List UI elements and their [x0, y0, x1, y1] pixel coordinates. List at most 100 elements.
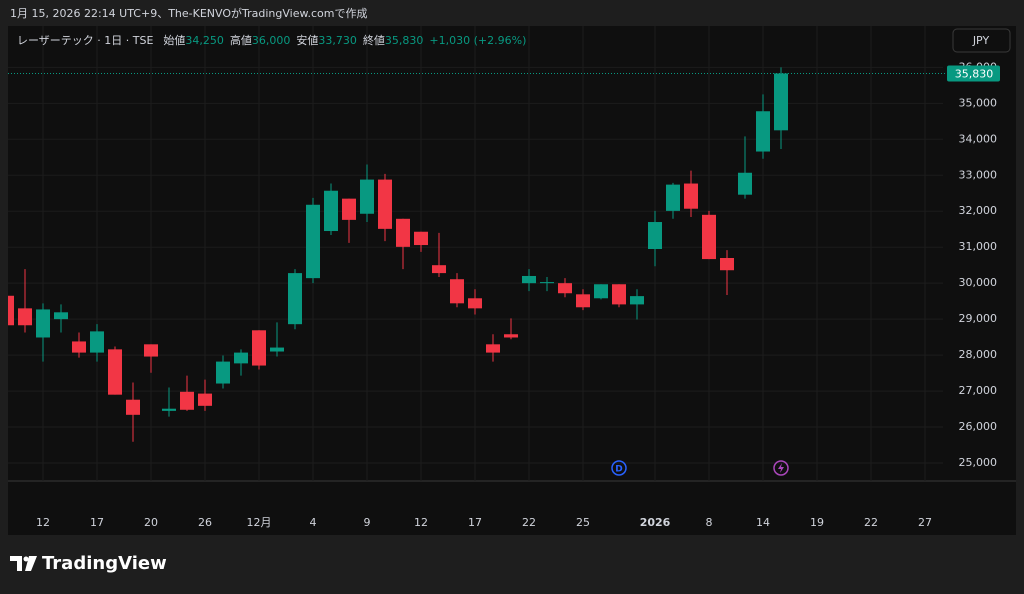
candle-body: [162, 408, 176, 411]
x-tick-label: 2026: [640, 516, 671, 529]
y-tick-label: 32,000: [959, 204, 998, 217]
y-tick-label: 28,000: [959, 348, 998, 361]
brand: TradingView: [42, 553, 167, 574]
currency-button[interactable]: [952, 28, 1011, 53]
candle-body: [324, 190, 338, 232]
candle-body: [432, 265, 446, 274]
y-tick-label: 35,000: [959, 96, 998, 109]
x-tick-label: 14: [756, 516, 770, 529]
legend-symbol: レーザーテック · 1日 · TSE: [17, 34, 153, 47]
candle-body: [666, 184, 680, 211]
y-tick-label: 29,000: [959, 312, 998, 325]
candle-body: [648, 222, 662, 250]
x-tick-label: 25: [576, 516, 590, 529]
legend-value: 36,000: [252, 34, 291, 47]
candle-body: [468, 298, 482, 309]
candle-body: [306, 204, 320, 279]
candle-body: [378, 179, 392, 229]
candle-body: [720, 257, 734, 271]
x-tick-label: 17: [468, 516, 482, 529]
candle-body: [756, 111, 770, 152]
candle-body: [270, 347, 284, 352]
header: 1月 15, 2026 22:14 UTC+9、The-KENVOがTradin…: [10, 6, 367, 20]
event-icon: [778, 463, 784, 473]
candle-body: [288, 273, 302, 325]
brand-logo: TradingView: [10, 553, 167, 574]
legend-change: +1,030 (+2.96%): [429, 34, 526, 47]
x-tick-label: 27: [918, 516, 932, 529]
candle-body: [738, 172, 752, 195]
y-tick-label: 26,000: [959, 420, 998, 433]
candle-body: [360, 179, 374, 214]
candle-body: [342, 198, 356, 220]
legend-value: 34,250: [185, 34, 224, 47]
candle-body: [198, 393, 212, 406]
x-tick-label: 20: [144, 516, 158, 529]
legend: レーザーテック · 1日 · TSE 始値 34,250 高値 36,000 安値 33,…: [17, 33, 526, 47]
last-price-tag: [947, 65, 1000, 82]
candle-body: [18, 308, 32, 326]
candle-body: [576, 294, 590, 308]
candle-body: [540, 282, 554, 284]
candle-body: [612, 284, 626, 305]
candles: [8, 67, 788, 442]
candle-body: [558, 283, 572, 294]
candle-body: [630, 296, 644, 305]
legend-label: 終値: [363, 33, 385, 47]
currency[interactable]: JPY: [972, 34, 990, 47]
logo-mark: [25, 556, 37, 571]
candle-body: [36, 309, 50, 338]
candle-body: [234, 352, 248, 364]
x-tick-label: 12: [36, 516, 50, 529]
legend-items: 始値 34,250 高値 36,000 安値 33,730 終値 35,830 +1,030 (…: [163, 33, 526, 47]
candle-body: [216, 361, 230, 384]
candle-body: [522, 275, 536, 284]
legend-value: 35,830: [385, 34, 424, 47]
y-tick-label: 34,000: [959, 132, 998, 145]
logo-mark: [10, 556, 22, 571]
x-tick-label: 26: [198, 516, 212, 529]
x-tick-label: 12月: [247, 516, 272, 529]
x-tick-label: 12: [414, 516, 428, 529]
dividend-label[interactable]: D: [615, 465, 622, 475]
candle-body: [108, 349, 122, 395]
dividend-marker[interactable]: [611, 460, 627, 476]
candle-body: [126, 399, 140, 415]
last-price-label: 35,830: [955, 67, 994, 80]
y-tick-label: 30,000: [959, 276, 998, 289]
candle-body: [702, 214, 716, 260]
x-tick-label: 17: [90, 516, 104, 529]
candle-body: [180, 391, 194, 410]
candle-body: [504, 334, 518, 338]
legend-label: 安値: [296, 33, 318, 47]
candle-body: [396, 218, 410, 247]
x-tick-label: 19: [810, 516, 824, 529]
legend-label: 高値: [230, 33, 252, 47]
candle-body: [252, 330, 266, 366]
legend-value: 33,730: [318, 34, 357, 47]
y-tick-label: 31,000: [959, 240, 998, 253]
candle-body: [414, 231, 428, 246]
candle-body: [8, 295, 14, 326]
candle-body: [594, 284, 608, 299]
candle-body: [684, 183, 698, 209]
labels: 25,000 26,000 27,000 28,000 29,000 30,000 31,0…: [36, 60, 997, 529]
x-tick-label: 22: [522, 516, 536, 529]
candle-body: [144, 344, 158, 357]
x-tick-label: 9: [364, 516, 371, 529]
y-tick-label: 27,000: [959, 384, 998, 397]
candle-body: [486, 344, 500, 353]
x-tick-label: 22: [864, 516, 878, 529]
candle-body: [90, 331, 104, 353]
y-tick-label: 33,000: [959, 168, 998, 181]
event-marker[interactable]: [773, 460, 789, 476]
candle-body: [72, 341, 86, 353]
candle-body: [774, 73, 788, 131]
legend-label: 始値: [163, 33, 185, 47]
chart-area: [8, 26, 1016, 535]
x-tick-label: 4: [310, 516, 317, 529]
x-tick-label: 8: [706, 516, 713, 529]
candle-body: [450, 279, 464, 304]
y-tick-label: 25,000: [959, 456, 998, 469]
logo-dot: [23, 556, 29, 562]
